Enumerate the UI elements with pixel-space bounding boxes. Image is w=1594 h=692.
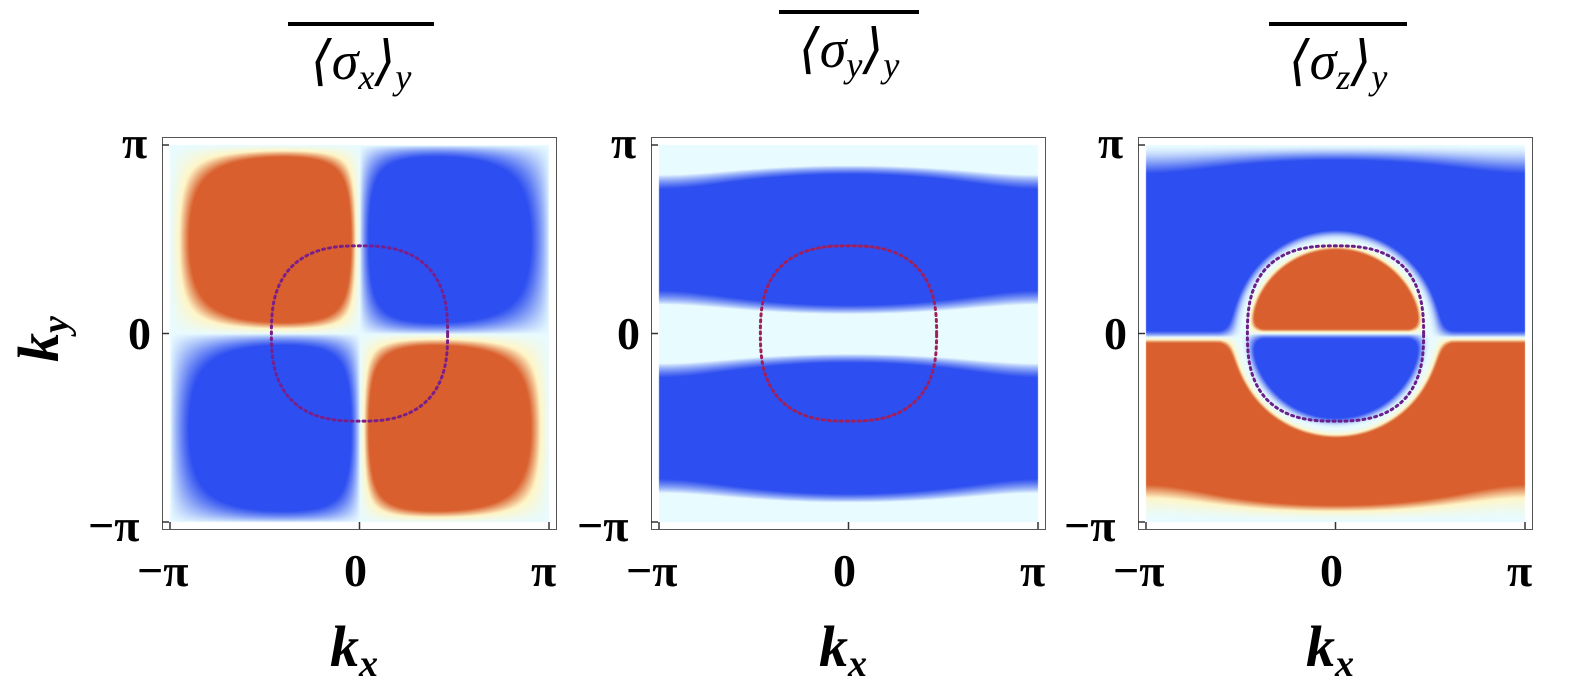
plot-frame: [1138, 137, 1533, 530]
y-tick-label: π: [1098, 117, 1124, 168]
x-tick-label: −π: [137, 545, 189, 596]
fermi-contour: [758, 244, 939, 423]
x-tick-label: 0: [344, 545, 367, 596]
panel-3-heatmap: [1138, 137, 1533, 530]
panel-2-overlay: [651, 137, 1046, 530]
x-tick-label: −π: [626, 545, 678, 596]
x-tick-label: 0: [833, 545, 856, 596]
y-tick-label: −π: [88, 500, 140, 551]
panel-2-heatmap: [651, 137, 1046, 530]
panel-2-title: ⟨σy⟩y: [729, 10, 969, 83]
heatmap-image: [651, 137, 1046, 530]
panel-3-overlay: [1138, 137, 1533, 530]
fermi-contour: [1245, 244, 1426, 423]
heatmap-image: [162, 137, 557, 530]
x-tick-label: −π: [1113, 545, 1165, 596]
overline-bar: [1269, 22, 1407, 26]
plot-frame: [162, 137, 557, 530]
y-tick-label: −π: [577, 500, 629, 551]
y-tick-label: 0: [617, 308, 640, 359]
x-tick-label: π: [1020, 545, 1046, 596]
y-tick-label: 0: [128, 308, 151, 359]
x-axis-label: kx: [330, 614, 378, 685]
y-axis-label: ky: [6, 316, 77, 362]
x-tick-label: 0: [1320, 545, 1343, 596]
panel-3-title: ⟨σz⟩y: [1218, 22, 1458, 95]
y-tick-label: π: [122, 117, 148, 168]
x-axis-label: kx: [819, 614, 867, 685]
x-tick-label: π: [1507, 545, 1533, 596]
x-tick-label: π: [531, 545, 557, 596]
overline-bar: [779, 10, 919, 14]
y-tick-label: −π: [1064, 500, 1116, 551]
panel-1-title: ⟨σx⟩y: [241, 22, 481, 95]
y-tick-label: π: [611, 117, 637, 168]
heatmap-image: [1138, 137, 1533, 530]
plot-frame: [651, 137, 1046, 530]
overline-bar: [288, 22, 434, 26]
panel-1-overlay: [162, 137, 557, 530]
y-tick-label: 0: [1104, 308, 1127, 359]
x-axis-label: kx: [1306, 614, 1354, 685]
panel-1-heatmap: [162, 137, 557, 530]
fermi-contour: [269, 244, 450, 423]
